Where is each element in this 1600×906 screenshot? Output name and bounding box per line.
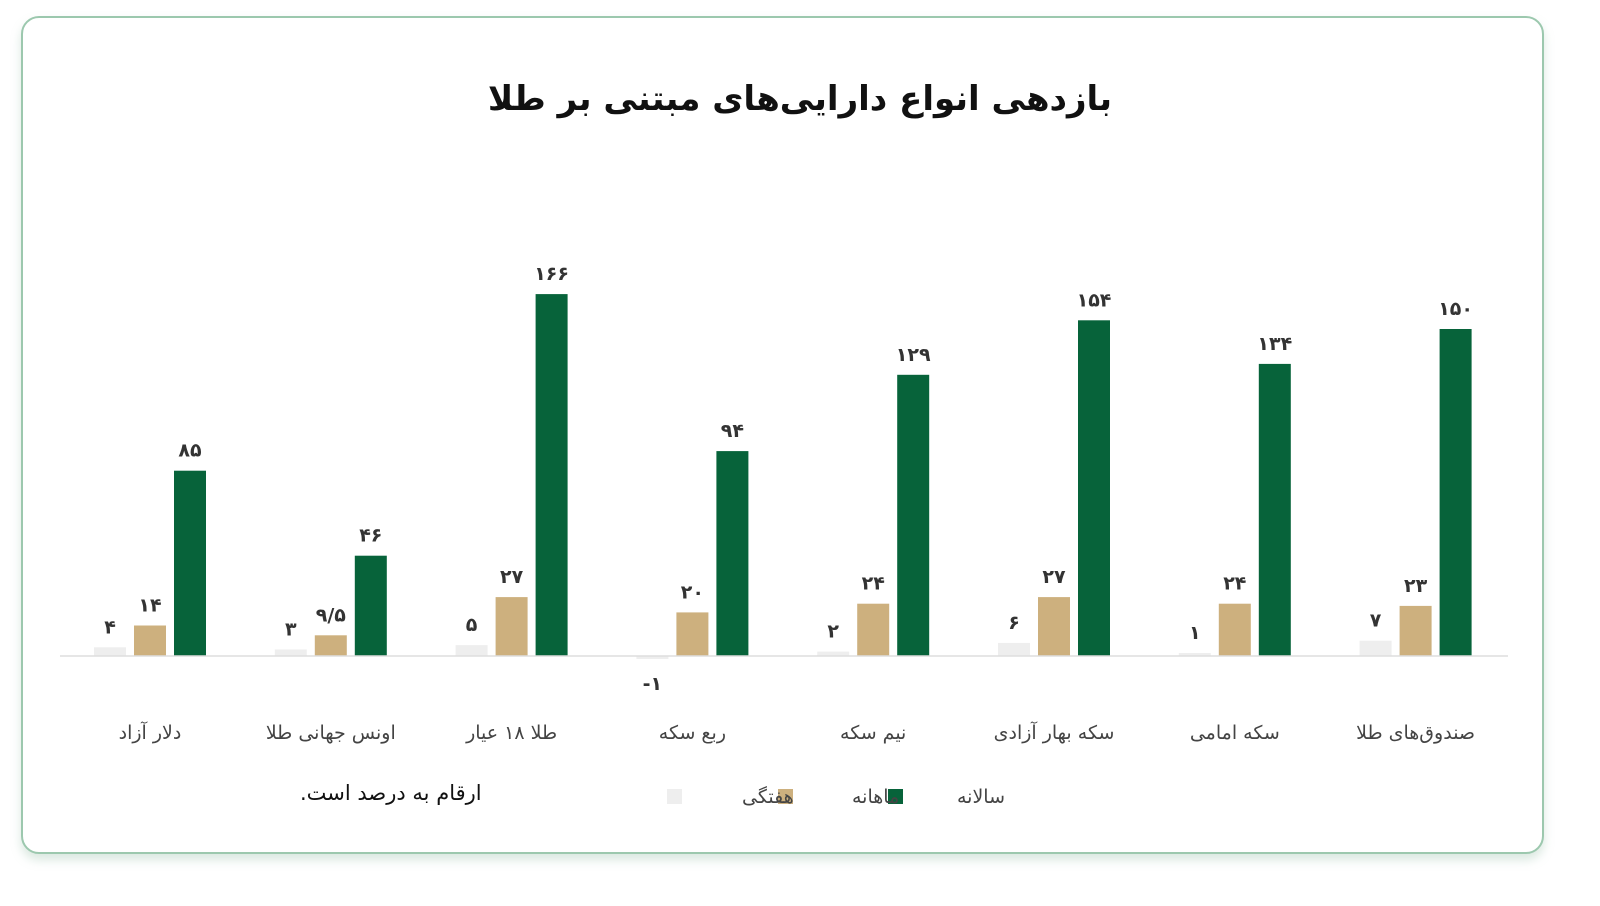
category-label-6: سکه امامی bbox=[1190, 722, 1280, 744]
value-label-1-3: ۲۰ bbox=[681, 581, 704, 603]
category-label-1: اونس جهانی طلا bbox=[266, 722, 396, 744]
value-label-2-5: ۱۵۴ bbox=[1077, 289, 1112, 311]
bar-2-3 bbox=[716, 451, 749, 656]
bar-1-6 bbox=[1218, 603, 1251, 656]
value-label-2-7: ۱۵۰ bbox=[1438, 298, 1473, 320]
category-label-5: سکه بهار آزادی bbox=[994, 720, 1115, 744]
bar-1-2 bbox=[495, 597, 528, 656]
bar-0-4 bbox=[817, 651, 850, 656]
bar-0-3 bbox=[636, 656, 669, 659]
value-label-2-1: ۴۶ bbox=[359, 525, 382, 547]
bar-1-3 bbox=[676, 612, 709, 656]
value-label-2-3: ۹۴ bbox=[721, 420, 744, 442]
bar-0-7 bbox=[1359, 640, 1392, 656]
value-label-0-3: -۱ bbox=[643, 673, 662, 695]
bar-2-4 bbox=[897, 374, 930, 656]
value-label-0-4: ۲ bbox=[827, 621, 839, 643]
bar-1-1 bbox=[314, 635, 347, 656]
value-label-0-1: ۳ bbox=[285, 619, 297, 641]
value-label-2-0: ۸۵ bbox=[178, 440, 202, 462]
value-label-0-6: ۱ bbox=[1189, 622, 1201, 644]
value-label-0-0: ۴ bbox=[104, 616, 116, 638]
legend-swatch-1 bbox=[778, 789, 793, 804]
category-label-4: نیم سکه bbox=[840, 722, 906, 744]
value-label-1-6: ۲۴ bbox=[1223, 573, 1246, 595]
bar-2-7 bbox=[1439, 329, 1472, 656]
category-label-0: دلار آزاد bbox=[119, 720, 182, 744]
bar-2-0 bbox=[174, 470, 206, 656]
bars-layer bbox=[94, 294, 1472, 659]
bar-2-1 bbox=[354, 555, 387, 656]
value-label-1-7: ۲۳ bbox=[1404, 575, 1428, 597]
bar-2-5 bbox=[1078, 320, 1110, 656]
category-label-3: ربع سکه bbox=[659, 722, 726, 744]
bar-0-0 bbox=[94, 647, 126, 656]
category-label-7: صندوق‌های طلا bbox=[1356, 722, 1475, 744]
value-label-1-4: ۲۴ bbox=[862, 573, 885, 595]
legend-swatch-2 bbox=[888, 789, 903, 804]
units-note: ارقام به درصد است. bbox=[300, 781, 482, 805]
value-label-0-5: ۶ bbox=[1008, 612, 1020, 634]
legend-swatch-0 bbox=[667, 789, 682, 804]
value-label-0-2: ۵ bbox=[466, 614, 478, 636]
bar-0-6 bbox=[1178, 653, 1211, 656]
chart-title: بازدهی انواع دارایی‌های مبتنی بر طلا bbox=[488, 79, 1112, 119]
bar-2-2 bbox=[535, 294, 568, 656]
value-label-2-2: ۱۶۶ bbox=[534, 263, 569, 285]
bar-0-1 bbox=[274, 649, 307, 656]
legend-label-2: سالانه bbox=[957, 786, 1005, 808]
legend-label-1: ماهانه bbox=[852, 786, 899, 808]
value-label-1-2: ۲۷ bbox=[500, 566, 524, 588]
value-label-1-0: ۱۴ bbox=[138, 595, 161, 617]
bar-0-5 bbox=[998, 642, 1030, 656]
value-label-0-7: ۷ bbox=[1370, 610, 1382, 632]
bar-0-2 bbox=[455, 645, 488, 656]
category-label-2: طلا ۱۸ عیار bbox=[465, 722, 557, 744]
bar-1-0 bbox=[134, 625, 166, 656]
legend-label-0: هفتگی bbox=[742, 785, 794, 808]
value-label-2-4: ۱۲۹ bbox=[896, 344, 931, 366]
value-label-2-6: ۱۳۴ bbox=[1257, 333, 1292, 355]
value-label-1-1: ۹/۵ bbox=[316, 604, 347, 626]
value-label-1-5: ۲۷ bbox=[1042, 566, 1066, 588]
bar-1-7 bbox=[1399, 605, 1432, 656]
bar-1-4 bbox=[857, 603, 890, 656]
bar-1-5 bbox=[1038, 597, 1070, 656]
bar-2-6 bbox=[1258, 363, 1291, 656]
legend: سالانه ماهانه هفتگی bbox=[667, 785, 1005, 808]
